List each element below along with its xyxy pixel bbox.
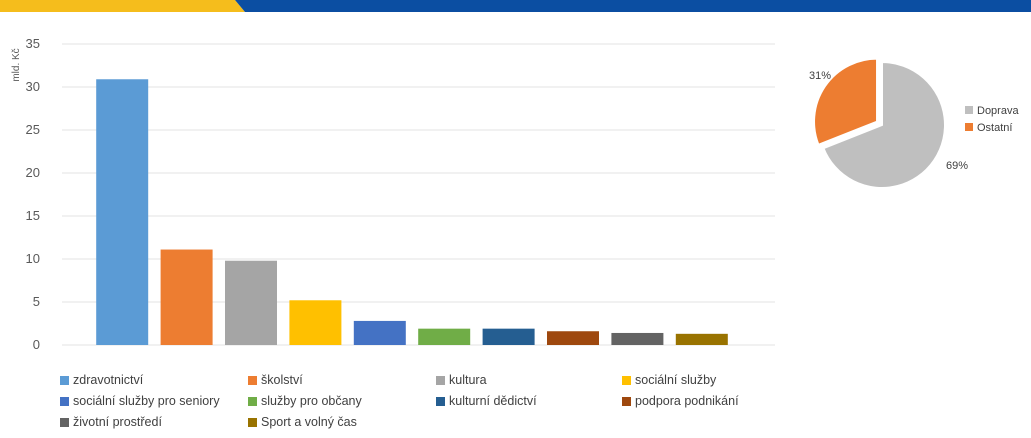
legend-item: zdravotnictví [60,372,143,388]
pie-legend-label: Ostatní [977,122,1012,134]
pie-value-label: 31% [809,70,831,82]
pie-legend-label: Doprava [977,105,1019,117]
bar [353,320,406,345]
pie-chart: 69% 31% Doprava Ostatní [809,57,1019,189]
legend-swatch [622,375,631,385]
header-color-band [0,0,1031,12]
y-tick-label: 5 [33,294,40,309]
y-tick-label: 10 [26,251,40,266]
y-axis-ticks: 0 5 10 15 20 25 30 35 [26,36,40,352]
legend-item: kulturní dědictví [436,393,537,409]
y-tick-label: 35 [26,36,40,51]
legend-label: podpora podnikání [635,394,739,408]
legend-label: kultura [449,373,487,387]
header-band-yellow [0,0,245,12]
bar [611,332,664,345]
pie-legend-swatch [965,123,973,131]
legend-swatch [436,396,445,406]
y-axis-label: mld. Kč [11,48,22,81]
legend-item: životní prostředí [60,414,162,430]
legend-swatch [60,375,69,385]
bar [482,328,535,345]
pie-legend: Doprava Ostatní [965,105,1019,134]
pie-slice [813,57,879,147]
legend-item: služby pro občany [248,393,362,409]
pie-legend-swatch [965,106,973,114]
bar [675,333,728,345]
pie-slice [822,60,946,189]
pie-slices [813,57,946,189]
header-band-blue [235,0,1031,12]
legend-label: Sport a volný čas [261,415,357,429]
bar [225,260,277,345]
y-tick-label: 25 [26,122,40,137]
bar-chart: mld. Kč 0 5 10 15 20 25 30 35 [11,36,775,352]
bar [160,249,213,345]
bar [96,79,149,345]
y-tick-label: 20 [26,165,40,180]
legend-swatch [248,375,257,385]
legend-item: podpora podnikání [622,393,739,409]
legend-swatch [60,396,69,406]
y-tick-label: 30 [26,79,40,94]
legend-label: sociální služby [635,373,717,387]
legend-label: sociální služby pro seniory [73,394,220,408]
legend-label: služby pro občany [261,394,362,408]
legend-item: školství [248,372,303,388]
y-tick-label: 0 [33,337,40,352]
legend-swatch [248,417,257,427]
bar-chart-legend: zdravotnictví školství kultura sociální slu… [60,370,1020,438]
bar [547,331,599,345]
legend-label: kulturní dědictví [449,394,537,408]
legend-item: Sport a volný čas [248,414,357,430]
legend-swatch [622,396,631,406]
legend-label: životní prostředí [73,415,162,429]
legend-label: zdravotnictví [73,373,144,387]
legend-item: sociální služby [622,372,716,388]
legend-item: kultura [436,372,487,388]
pie-value-label: 69% [946,160,968,172]
bars [96,79,728,345]
legend-swatch [60,417,69,427]
bar [418,328,471,345]
legend-swatch [248,396,257,406]
legend-label: školství [261,373,303,387]
y-tick-label: 15 [26,208,40,223]
bar [289,300,342,345]
legend-item: sociální služby pro seniory [60,393,220,409]
legend-swatch [436,375,445,385]
pie-value-labels: 69% 31% [809,70,968,172]
